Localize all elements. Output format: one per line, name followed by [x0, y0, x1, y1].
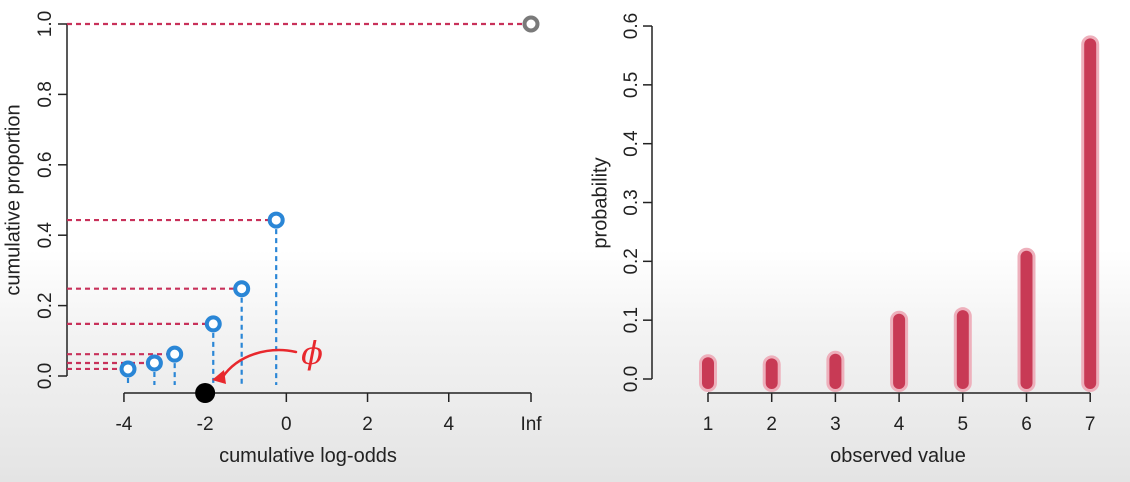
left-y-tick-label: 0.6 [35, 152, 56, 178]
right-axes: 1 2 3 4 5 6 7 0.0 0.1 0.2 0.3 0.4 0.5 0.6 [621, 13, 1095, 435]
right-x-tick-label: 5 [958, 414, 969, 435]
right-x-tick-label: 6 [1021, 414, 1032, 435]
right-chart: 1 2 3 4 5 6 7 0.0 0.1 0.2 0.3 0.4 0.5 0.6 observed va… [589, 13, 1100, 467]
left-points [119, 15, 540, 378]
phi-point [195, 383, 216, 403]
phi-label: ϕ [301, 334, 323, 372]
right-x-tick-label: 4 [894, 414, 905, 435]
left-axes: -4 -2 0 2 4 Inf 0.0 0.2 0.4 0.6 0.8 1.0 [35, 11, 542, 435]
left-x-tick-label: 2 [362, 414, 373, 435]
right-y-tick-label: 0.5 [621, 72, 642, 98]
right-x-tick-label: 2 [766, 414, 777, 435]
left-y-tick-label: 0.8 [35, 81, 56, 107]
left-x-tick-label: 4 [443, 414, 454, 435]
right-y-tick-label: 0.1 [621, 307, 642, 333]
left-y-tick-label: 0.4 [35, 222, 56, 249]
left-x-tick-label: Inf [520, 414, 542, 435]
left-reference-lines [67, 22, 531, 385]
inf-point [522, 15, 540, 33]
right-y-tick-label: 0.3 [621, 189, 642, 215]
arrow-icon [220, 348, 298, 380]
cumulative-point [166, 345, 184, 363]
right-x-tick-label: 1 [703, 414, 714, 435]
left-x-tick-label: 0 [281, 414, 292, 435]
left-y-tick-label: 0.0 [35, 363, 56, 389]
cumulative-point [233, 280, 251, 298]
right-y-tick-label: 0.6 [621, 13, 642, 39]
cumulative-point [119, 360, 137, 378]
cumulative-point [145, 354, 163, 372]
arrow-head-icon [212, 370, 226, 384]
left-y-tick-label: 1.0 [35, 11, 56, 37]
right-x-tick-label: 7 [1085, 414, 1096, 435]
left-x-tick-label: -2 [197, 414, 214, 435]
right-bars [699, 35, 1100, 392]
left-chart: -4 -2 0 2 4 Inf 0.0 0.2 0.4 0.6 0.8 1.0 ϕ cumulativ… [2, 11, 542, 467]
right-y-tick-label: 0.2 [621, 248, 642, 274]
cumulative-point [204, 315, 222, 333]
left-x-tick-label: -4 [115, 414, 132, 435]
right-x-axis-title: observed value [830, 445, 966, 467]
right-y-axis-title: probability [589, 157, 611, 248]
left-y-tick-label: 0.2 [35, 292, 56, 318]
right-y-tick-label: 0.0 [621, 366, 642, 392]
left-y-axis-title: cumulative proportion [2, 104, 24, 295]
cumulative-point [267, 211, 285, 229]
left-x-axis-title: cumulative log-odds [219, 445, 397, 467]
right-y-tick-label: 0.4 [621, 130, 642, 157]
phi-annotation: ϕ [195, 334, 323, 403]
right-x-tick-label: 3 [830, 414, 841, 435]
